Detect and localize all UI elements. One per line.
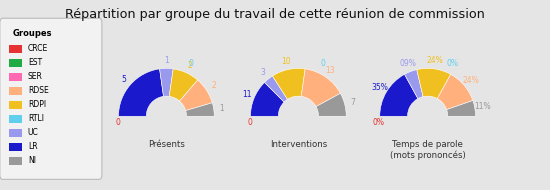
Text: 24%: 24% xyxy=(462,76,479,85)
Bar xyxy=(9,59,22,67)
Bar xyxy=(9,87,22,95)
Text: 0: 0 xyxy=(115,117,120,127)
Text: UC: UC xyxy=(28,128,38,137)
Text: 1: 1 xyxy=(219,104,224,113)
Wedge shape xyxy=(447,101,476,116)
Text: SER: SER xyxy=(28,72,43,81)
Wedge shape xyxy=(265,76,288,102)
Text: 24%: 24% xyxy=(427,56,444,65)
Text: EST: EST xyxy=(28,58,42,67)
Text: RDPI: RDPI xyxy=(28,100,46,109)
Text: 11%: 11% xyxy=(475,102,491,111)
Text: 2: 2 xyxy=(211,82,216,90)
Text: 09%: 09% xyxy=(399,59,416,68)
Bar xyxy=(9,142,22,151)
Text: 5: 5 xyxy=(122,75,126,84)
Text: 11: 11 xyxy=(242,90,251,99)
Text: 1: 1 xyxy=(164,56,169,65)
Wedge shape xyxy=(437,74,473,110)
Wedge shape xyxy=(250,82,284,116)
Wedge shape xyxy=(179,80,212,111)
Text: Groupes: Groupes xyxy=(12,29,52,38)
Wedge shape xyxy=(118,69,163,116)
Text: LR: LR xyxy=(28,142,37,151)
Text: Répartition par groupe du travail de cette réunion de commission: Répartition par groupe du travail de cet… xyxy=(65,8,485,21)
Text: Interventions: Interventions xyxy=(270,140,327,149)
Text: 10: 10 xyxy=(282,57,292,66)
Bar xyxy=(9,157,22,165)
Text: CRCE: CRCE xyxy=(28,44,48,53)
Text: RTLI: RTLI xyxy=(28,114,44,123)
Wedge shape xyxy=(272,68,305,99)
Wedge shape xyxy=(417,68,450,99)
Wedge shape xyxy=(379,74,418,116)
Text: 0%: 0% xyxy=(373,117,385,127)
Text: Présents: Présents xyxy=(148,140,185,149)
Wedge shape xyxy=(405,70,423,99)
Text: 0: 0 xyxy=(321,59,326,68)
Wedge shape xyxy=(160,68,173,96)
FancyBboxPatch shape xyxy=(0,18,102,179)
Wedge shape xyxy=(169,69,197,101)
Text: 0%: 0% xyxy=(447,59,459,68)
Text: 35%: 35% xyxy=(371,83,388,92)
Text: 0: 0 xyxy=(189,59,194,68)
Bar xyxy=(9,45,22,53)
Wedge shape xyxy=(186,103,214,116)
Bar xyxy=(9,115,22,123)
Text: 0: 0 xyxy=(247,117,252,127)
Text: 3: 3 xyxy=(261,68,266,77)
Bar xyxy=(9,73,22,81)
Text: 2: 2 xyxy=(187,61,192,70)
Text: NI: NI xyxy=(28,156,36,165)
Text: Temps de parole
(mots prononcés): Temps de parole (mots prononcés) xyxy=(390,140,465,160)
Text: RDSE: RDSE xyxy=(28,86,48,95)
Wedge shape xyxy=(316,93,346,116)
Wedge shape xyxy=(301,69,340,107)
Bar xyxy=(9,101,22,109)
Text: 7: 7 xyxy=(350,98,355,107)
Text: 13: 13 xyxy=(326,66,335,75)
Bar xyxy=(9,129,22,137)
